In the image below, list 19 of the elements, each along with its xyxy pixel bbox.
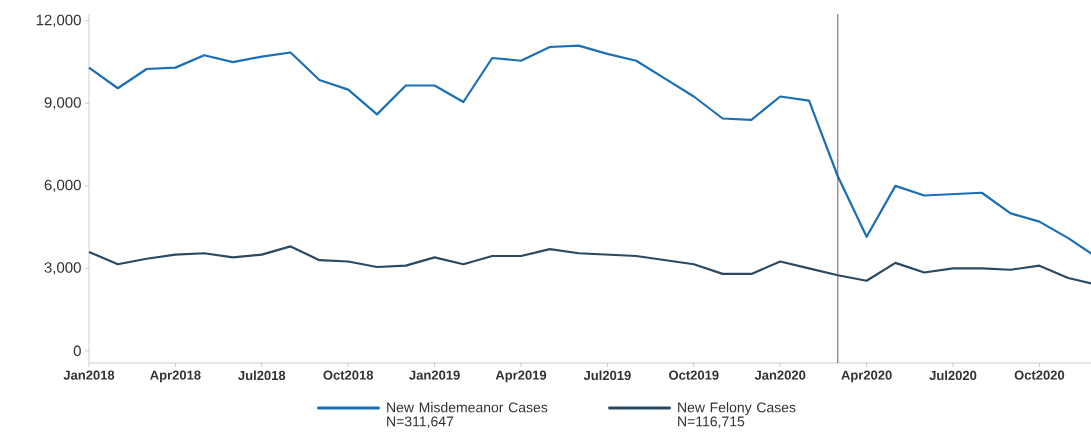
y-tick-label: 9,000 — [44, 97, 81, 110]
x-tick-label: Oct2019 — [669, 370, 719, 380]
legend-label: New Misdemeanor Cases N=311,647 — [387, 402, 548, 429]
y-tick-label: 12,000 — [36, 14, 81, 28]
x-tick-label: Apr2019 — [495, 370, 547, 383]
y-tick-label: 6,000 — [44, 179, 81, 193]
x-tick-label: Apr2020 — [841, 370, 892, 383]
x-tick-label: Jul2018 — [238, 370, 286, 381]
x-tick-label: Jan2018 — [63, 370, 115, 380]
x-tick-label: Oct2020 — [1014, 370, 1065, 380]
x-tick-label: Apr2018 — [150, 370, 201, 383]
legend-label: New Felony Cases N=116,715 — [678, 402, 796, 429]
x-tick-label: Jul2020 — [929, 370, 977, 381]
y-tick-label: 3,000 — [44, 262, 81, 275]
y-tick-label: 0 — [73, 345, 81, 357]
x-tick-label: Oct2018 — [323, 370, 374, 380]
x-tick-label: Jul2019 — [583, 370, 631, 381]
x-tick-label: Jan2020 — [754, 370, 806, 380]
x-tick-label: Jan2019 — [409, 370, 460, 380]
